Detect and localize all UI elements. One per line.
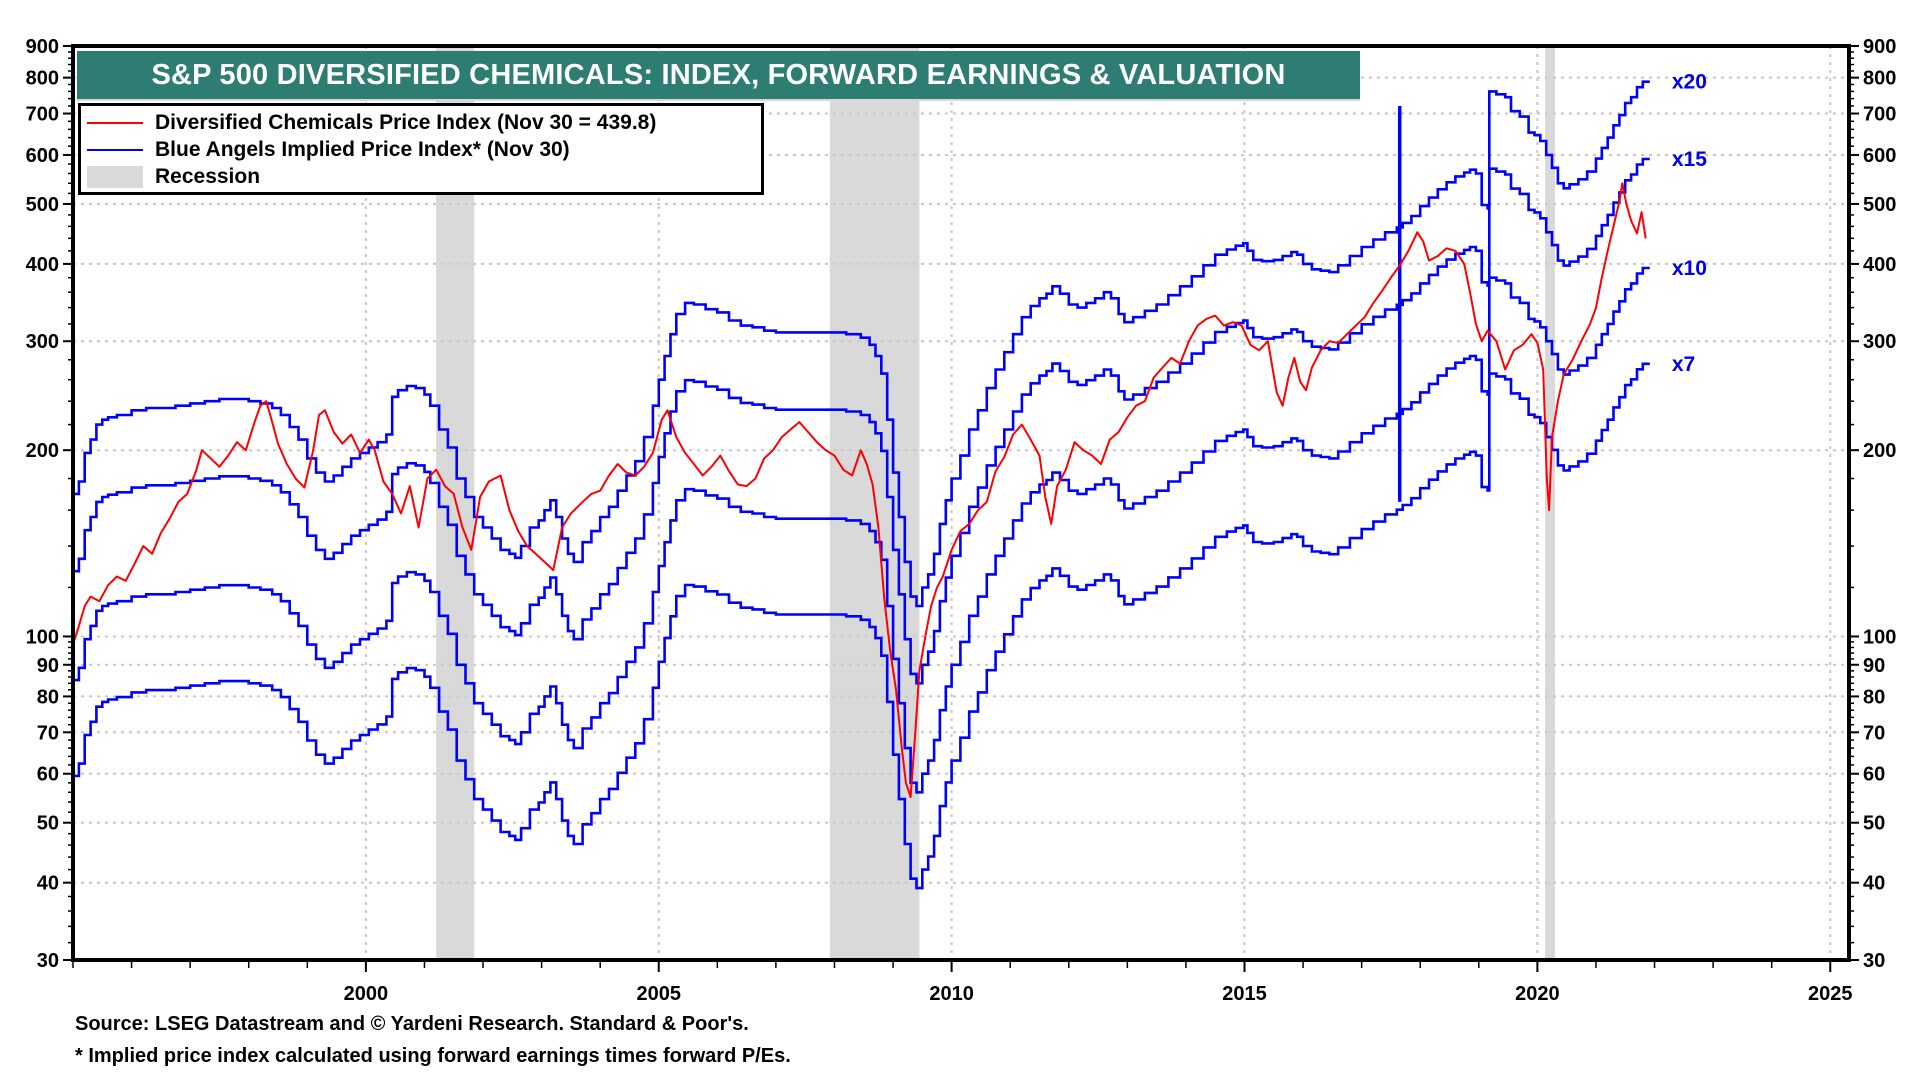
- series-label-x20: x20: [1672, 71, 1707, 94]
- x-tick-label: 2025: [1808, 983, 1853, 1005]
- y-tick-label-right: 30: [1863, 950, 1885, 972]
- plot-frame: [71, 44, 1851, 962]
- y-tick-label-right: 400: [1863, 254, 1896, 276]
- price-index-line: [72, 182, 1647, 799]
- source-note: Source: LSEG Datastream and © Yardeni Re…: [75, 1013, 749, 1035]
- implied-series-x7: [73, 362, 1650, 890]
- series-label-x10: x10: [1672, 257, 1707, 280]
- y-tick-label-left: 60: [37, 764, 59, 786]
- implied-series-x15: [73, 157, 1650, 685]
- y-tick-label-right: 50: [1863, 813, 1885, 835]
- y-tick-label-left: 90: [37, 655, 59, 677]
- x-tick-label: 2005: [637, 983, 682, 1005]
- y-tick-label-right: 70: [1863, 722, 1885, 744]
- x-tick-label: 2020: [1515, 983, 1560, 1005]
- y-tick-label-right: 200: [1863, 440, 1896, 462]
- y-tick-label-right: 600: [1863, 145, 1896, 167]
- legend-item-recession: Recession: [87, 163, 761, 190]
- footnote: * Implied price index calculated using f…: [75, 1045, 791, 1067]
- y-tick-label-right: 40: [1863, 873, 1885, 895]
- y-tick-label-left: 600: [26, 145, 59, 167]
- y-tick-label-left: 300: [26, 331, 59, 353]
- y-tick-label-left: 40: [37, 873, 59, 895]
- legend-label: Recession: [155, 164, 261, 188]
- legend-label: Blue Angels Implied Price Index* (Nov 30…: [155, 137, 570, 161]
- y-tick-label-right: 900: [1863, 36, 1896, 58]
- axes: 30 30 40 40 50 50 60 60 70 70 80 80 90 90 100 100 200 200…: [26, 36, 1897, 1005]
- y-tick-label-left: 100: [26, 626, 59, 648]
- legend-item-implied-index: Blue Angels Implied Price Index* (Nov 30…: [87, 136, 761, 163]
- y-tick-label-left: 50: [37, 813, 59, 835]
- chart-title-banner: S&P 500 DIVERSIFIED CHEMICALS: INDEX, FO…: [77, 51, 1360, 101]
- chart-title: S&P 500 DIVERSIFIED CHEMICALS: INDEX, FO…: [151, 58, 1286, 91]
- y-tick-label-left: 400: [26, 254, 59, 276]
- series: [72, 80, 1650, 890]
- y-tick-label-right: 800: [1863, 68, 1896, 90]
- y-tick-label-right: 60: [1863, 764, 1885, 786]
- series-label-x15: x15: [1672, 148, 1707, 171]
- series-labels: x20 x15 x10 x7: [1672, 71, 1707, 376]
- x-tick-label: 2010: [929, 983, 974, 1005]
- y-tick-label-left: 800: [26, 68, 59, 90]
- y-tick-label-left: 70: [37, 722, 59, 744]
- legend-swatch-blue-line: [87, 148, 143, 151]
- y-tick-label-left: 900: [26, 36, 59, 58]
- x-tick-label: 2000: [344, 983, 389, 1005]
- legend-swatch-recession: [87, 165, 143, 188]
- y-tick-label-left: 500: [26, 194, 59, 216]
- legend-label: Diversified Chemicals Price Index (Nov 3…: [155, 110, 657, 134]
- y-tick-label-right: 90: [1863, 655, 1885, 677]
- legend-swatch-red-line: [87, 121, 143, 124]
- y-tick-label-right: 300: [1863, 331, 1896, 353]
- y-tick-label-left: 80: [37, 686, 59, 708]
- y-tick-label-right: 100: [1863, 626, 1896, 648]
- implied-series-x20: [73, 80, 1650, 608]
- legend-item-price-index: Diversified Chemicals Price Index (Nov 3…: [87, 109, 761, 136]
- y-tick-label-left: 700: [26, 104, 59, 126]
- implied-series-x10: [73, 266, 1650, 794]
- series-label-x7: x7: [1672, 353, 1695, 376]
- y-tick-label-left: 30: [37, 950, 59, 972]
- y-tick-label-right: 500: [1863, 194, 1896, 216]
- legend: Diversified Chemicals Price Index (Nov 3…: [78, 103, 764, 195]
- y-tick-label-right: 80: [1863, 686, 1885, 708]
- y-tick-label-left: 200: [26, 440, 59, 462]
- y-tick-label-right: 700: [1863, 104, 1896, 126]
- x-tick-label: 2015: [1222, 983, 1267, 1005]
